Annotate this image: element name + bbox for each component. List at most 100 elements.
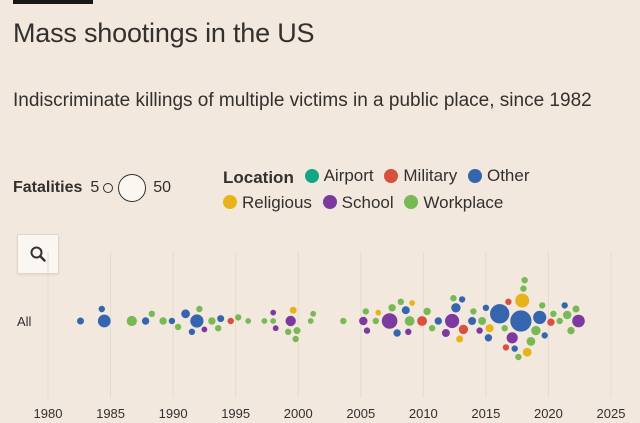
data-point-other[interactable]	[216, 314, 225, 323]
x-tick-label: 2025	[597, 406, 626, 421]
data-point-religious[interactable]	[374, 309, 382, 317]
data-point-workplace[interactable]	[195, 305, 204, 313]
data-point-workplace[interactable]	[428, 324, 436, 333]
search-button[interactable]	[17, 234, 59, 274]
data-point-other[interactable]	[401, 305, 411, 315]
data-point-school[interactable]	[200, 325, 208, 333]
data-point-other[interactable]	[489, 303, 511, 325]
data-point-school[interactable]	[571, 314, 586, 328]
data-point-other[interactable]	[532, 310, 547, 325]
data-point-other[interactable]	[76, 316, 85, 326]
data-point-religious[interactable]	[522, 347, 533, 358]
data-point-religious[interactable]	[289, 306, 298, 315]
data-point-military[interactable]	[416, 315, 428, 327]
data-point-religious[interactable]	[455, 334, 464, 344]
data-point-other[interactable]	[540, 331, 549, 340]
data-point-other[interactable]	[141, 316, 150, 326]
data-point-other[interactable]	[180, 308, 191, 319]
x-tick-label: 1980	[34, 406, 63, 421]
data-point-workplace[interactable]	[309, 310, 317, 318]
data-point-other[interactable]	[482, 303, 490, 312]
data-point-workplace[interactable]	[307, 317, 315, 325]
data-point-military[interactable]	[504, 297, 513, 306]
data-point-workplace[interactable]	[158, 316, 168, 326]
data-point-workplace[interactable]	[566, 326, 576, 335]
legend-item-school: School	[322, 190, 394, 215]
data-point-school[interactable]	[381, 312, 399, 330]
data-point-workplace[interactable]	[174, 323, 182, 331]
brand-bar	[13, 0, 93, 4]
data-point-workplace[interactable]	[291, 335, 300, 343]
data-point-workplace[interactable]	[284, 327, 293, 336]
data-point-workplace[interactable]	[292, 326, 302, 335]
data-point-school[interactable]	[358, 316, 369, 326]
data-point-workplace[interactable]	[371, 317, 380, 325]
data-point-workplace[interactable]	[562, 310, 573, 320]
data-point-workplace[interactable]	[571, 304, 581, 314]
data-point-workplace[interactable]	[260, 317, 268, 325]
legend-item-airport: Airport	[304, 163, 374, 188]
data-point-workplace[interactable]	[449, 294, 458, 303]
data-point-school[interactable]	[269, 309, 277, 317]
data-point-workplace[interactable]	[477, 316, 487, 326]
data-point-workplace[interactable]	[214, 324, 222, 333]
data-point-workplace[interactable]	[339, 317, 348, 325]
data-point-military[interactable]	[458, 324, 469, 335]
data-point-other[interactable]	[97, 313, 112, 328]
data-point-other[interactable]	[168, 317, 176, 325]
data-point-other[interactable]	[433, 316, 443, 326]
data-point-other[interactable]	[560, 301, 569, 310]
data-point-school[interactable]	[506, 331, 519, 344]
data-point-religious[interactable]	[485, 323, 495, 333]
data-point-workplace[interactable]	[514, 353, 523, 361]
data-point-workplace[interactable]	[234, 313, 242, 322]
data-point-workplace[interactable]	[519, 284, 528, 293]
data-point-school[interactable]	[272, 324, 280, 332]
data-point-school[interactable]	[363, 326, 371, 335]
data-point-school[interactable]	[475, 326, 484, 335]
data-point-school[interactable]	[441, 328, 451, 338]
data-point-workplace[interactable]	[525, 336, 536, 347]
data-point-other[interactable]	[509, 309, 533, 333]
data-point-workplace[interactable]	[244, 317, 252, 325]
data-point-other[interactable]	[458, 295, 466, 304]
data-point-workplace[interactable]	[207, 316, 217, 326]
data-point-workplace[interactable]	[148, 309, 156, 318]
data-point-school[interactable]	[444, 313, 460, 329]
data-point-other[interactable]	[484, 333, 493, 343]
data-point-workplace[interactable]	[469, 307, 478, 316]
data-point-workplace[interactable]	[361, 307, 370, 316]
data-point-other[interactable]	[189, 313, 205, 329]
data-point-workplace[interactable]	[530, 325, 542, 336]
data-point-workplace[interactable]	[555, 317, 564, 325]
x-tick-label: 1990	[159, 406, 188, 421]
data-point-school[interactable]	[284, 315, 297, 327]
data-point-military[interactable]	[502, 343, 510, 352]
data-point-other[interactable]	[510, 344, 519, 353]
data-point-religious[interactable]	[514, 293, 530, 309]
data-point-military[interactable]	[546, 317, 556, 327]
data-point-school[interactable]	[404, 327, 413, 336]
data-point-workplace[interactable]	[538, 301, 547, 310]
data-point-workplace[interactable]	[520, 276, 529, 285]
data-point-workplace[interactable]	[549, 309, 558, 318]
data-point-workplace[interactable]	[387, 303, 397, 313]
legend-item-label: Workplace	[423, 192, 504, 212]
data-point-workplace[interactable]	[422, 307, 432, 316]
data-point-workplace[interactable]	[396, 297, 405, 306]
data-point-other[interactable]	[188, 327, 196, 336]
data-point-workplace[interactable]	[269, 317, 277, 325]
data-point-other[interactable]	[467, 316, 477, 326]
data-point-workplace[interactable]	[500, 324, 509, 333]
data-point-religious[interactable]	[408, 299, 416, 307]
data-point-other[interactable]	[392, 328, 402, 338]
data-point-other[interactable]	[450, 302, 462, 314]
data-point-workplace[interactable]	[404, 315, 416, 327]
size-legend-label: Fatalities	[13, 179, 83, 196]
location-legend: Location Airport Military Other Religiou…	[223, 163, 603, 216]
data-point-military[interactable]	[226, 317, 235, 325]
size-legend: Fatalities 5 50	[13, 174, 171, 202]
data-point-other[interactable]	[98, 305, 106, 313]
size-legend-min: 5	[90, 179, 100, 196]
data-point-workplace[interactable]	[126, 315, 138, 327]
